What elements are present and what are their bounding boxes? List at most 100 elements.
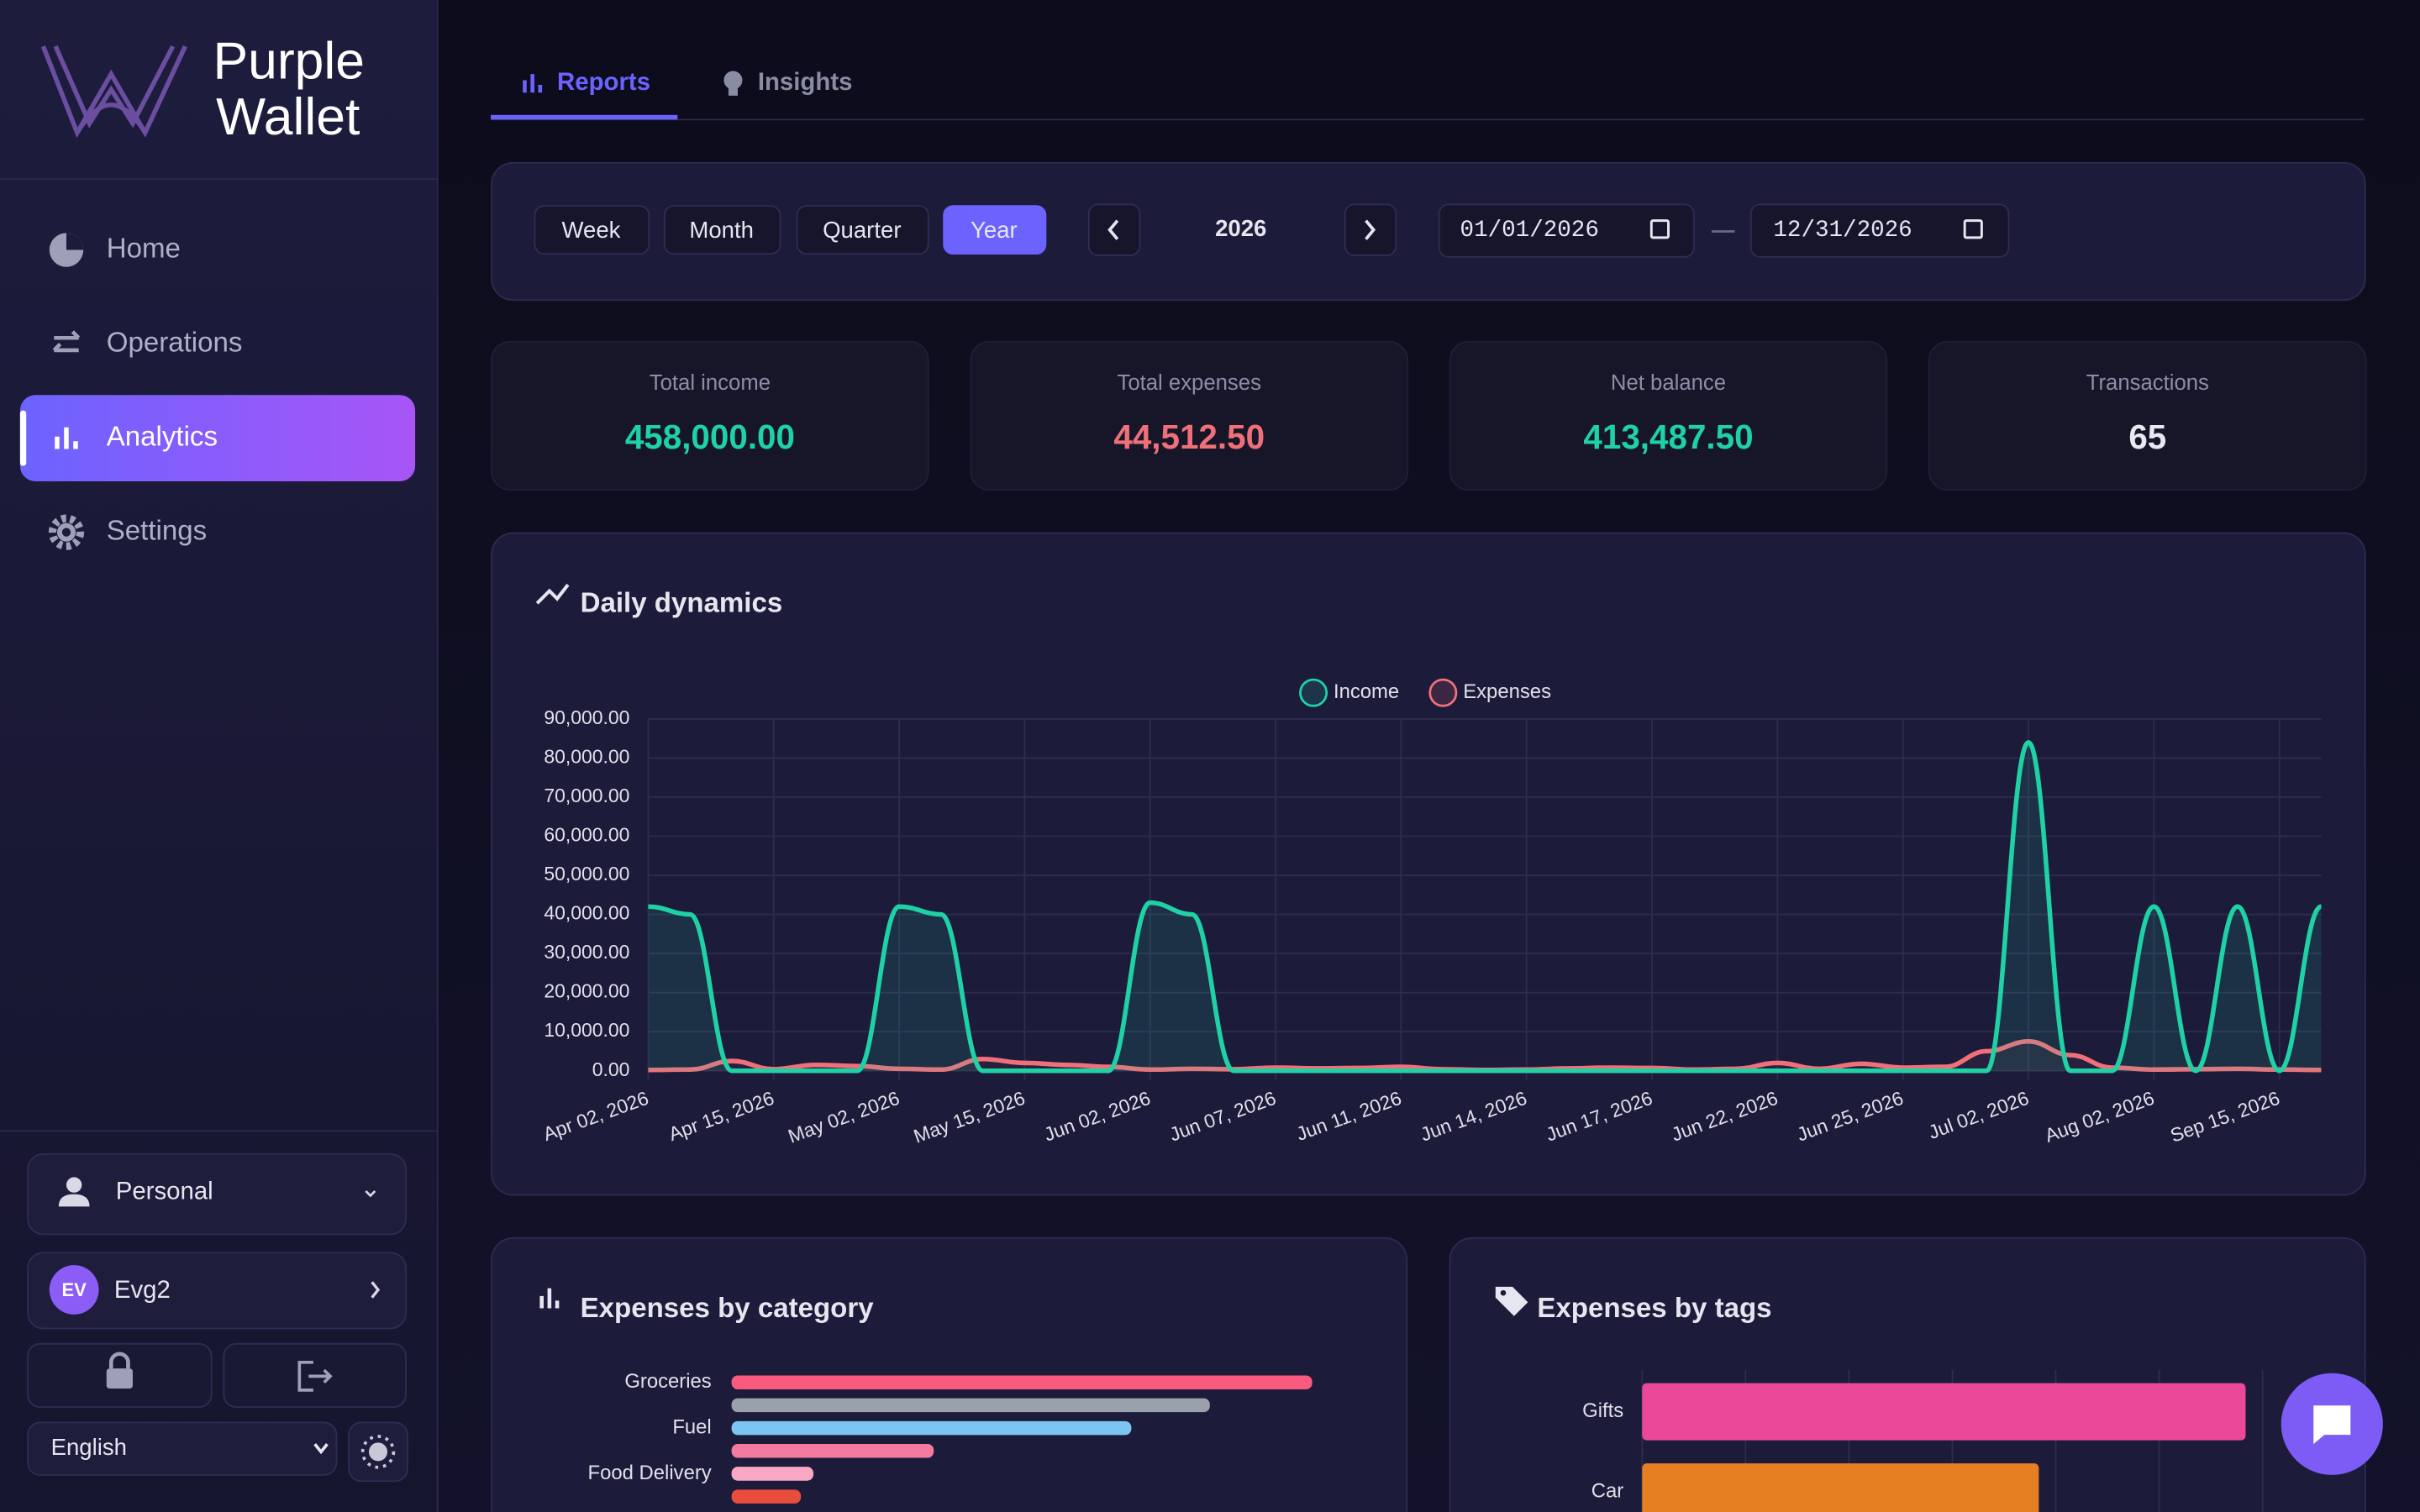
tab-icon — [523, 74, 543, 93]
account-select[interactable]: Personal — [27, 1152, 407, 1236]
chevron — [1365, 219, 1376, 240]
date-box — [1749, 203, 2010, 258]
avatar — [49, 1265, 99, 1315]
series-line — [648, 740, 2323, 1074]
tab-label: Insights — [758, 68, 853, 96]
legend-label: Expenses — [1463, 680, 1551, 703]
chat-icon — [2313, 1405, 2351, 1445]
calendar-icon — [1649, 219, 1670, 239]
settings-icon — [48, 514, 85, 550]
chevron — [365, 1189, 376, 1198]
chart-title: Expenses by category — [581, 1293, 875, 1324]
chart-card — [491, 532, 2366, 1196]
legend-label: Income — [1334, 680, 1399, 703]
user-box — [27, 1252, 407, 1330]
select-box — [27, 1421, 338, 1476]
nav-label: Settings — [107, 515, 207, 546]
y-tick-label: 40,000.00 — [544, 902, 629, 924]
tags-chart: Gifts Car — [1582, 1370, 2264, 1512]
y-tick-label: 60,000.00 — [544, 824, 629, 846]
stat-card — [1449, 340, 1888, 491]
stat-cards: Total income 458,000.00 Total expenses 44,5… — [491, 340, 2367, 491]
user-row[interactable]: EV Evg2 — [27, 1252, 407, 1330]
tab-icon — [728, 87, 738, 96]
year-label: 2026 — [1215, 215, 1266, 241]
y-tick-label: Food Delivery — [588, 1462, 712, 1484]
theme-toggle[interactable] — [348, 1421, 408, 1483]
lock-icon — [108, 1352, 130, 1369]
analytics-icon — [55, 427, 78, 449]
bar — [731, 1375, 1313, 1389]
nav-operations[interactable]: Operations — [52, 327, 243, 358]
logout-button[interactable] — [223, 1342, 407, 1409]
button-label: Week — [562, 217, 621, 243]
legend-swatch — [1428, 678, 1458, 707]
period-button[interactable]: Week — [534, 205, 650, 255]
nav-analytics[interactable]: Analytics — [55, 421, 218, 452]
tab-insights[interactable]: Insights — [723, 68, 852, 96]
bar — [731, 1467, 814, 1481]
tab-icon — [723, 71, 743, 90]
nav-home[interactable]: Home — [49, 233, 181, 267]
nav-label: Operations — [107, 327, 243, 358]
calendar-icon — [1963, 219, 1983, 239]
nav-label: Home — [107, 233, 181, 264]
stat-value: 44,512.50 — [1113, 417, 1265, 456]
y-tick-label: 30,000.00 — [544, 941, 629, 963]
period-button[interactable]: Year — [943, 205, 1047, 255]
nav-indicator — [19, 410, 27, 466]
chat-button[interactable] — [2281, 1373, 2383, 1475]
y-tick-label: Fuel — [672, 1415, 711, 1438]
operations-icon — [52, 330, 81, 353]
tab-reports[interactable]: Reports — [491, 68, 678, 120]
chevron — [313, 1443, 329, 1455]
y-tick-label: Gifts — [1582, 1399, 1623, 1422]
bar — [731, 1489, 802, 1504]
bar — [731, 1444, 934, 1458]
y-tick-label: Groceries — [624, 1370, 711, 1393]
sun-rays — [360, 1435, 396, 1469]
stat-card — [970, 340, 1409, 491]
sun-icon — [368, 1442, 388, 1462]
button-label: Month — [689, 217, 754, 243]
lock-button[interactable] — [27, 1342, 213, 1409]
y-tick-label: 0.00 — [592, 1058, 630, 1080]
nav-active — [19, 395, 416, 482]
stat-card — [491, 340, 929, 491]
stat-label: Total expenses — [1117, 371, 1260, 395]
tag-icon-hole — [1500, 1289, 1507, 1296]
y-tick-label: 90,000.00 — [544, 706, 629, 728]
bar — [1642, 1383, 2246, 1441]
chevron — [1107, 219, 1119, 240]
brand-line: Wallet — [216, 87, 360, 146]
chart-card — [491, 1237, 1408, 1512]
person-icon — [66, 1177, 82, 1193]
chart-icon — [535, 583, 570, 605]
stat-value: 65 — [2128, 417, 2166, 456]
bar — [731, 1398, 1210, 1413]
stat-value: 413,487.50 — [1583, 417, 1753, 456]
button-box — [1087, 203, 1141, 256]
period-button[interactable]: Month — [663, 205, 781, 255]
lock-icon — [106, 1368, 133, 1389]
stat-label: Net balance — [1611, 371, 1726, 395]
y-tick-label: 80,000.00 — [544, 746, 629, 768]
prev-button[interactable] — [1087, 203, 1141, 256]
date-from[interactable]: 01/01/2026 — [1438, 203, 1695, 258]
date-to[interactable]: 12/31/2026 — [1749, 203, 2010, 258]
stat-value: 458,000.00 — [625, 417, 795, 456]
nav-settings[interactable]: Settings — [48, 514, 207, 550]
next-button[interactable] — [1344, 203, 1397, 256]
button-box — [943, 205, 1047, 255]
button-box — [1344, 203, 1397, 256]
series-area — [648, 1041, 2322, 1071]
y-tick-label: 70,000.00 — [544, 785, 629, 806]
legend-swatch — [1299, 678, 1328, 707]
filter-card — [491, 161, 2366, 302]
language-select[interactable]: English — [27, 1421, 338, 1476]
period-button[interactable]: Quarter — [796, 205, 929, 255]
button-label: Year — [971, 217, 1018, 243]
home-icon-cut — [66, 233, 84, 250]
bar — [1642, 1463, 2039, 1512]
